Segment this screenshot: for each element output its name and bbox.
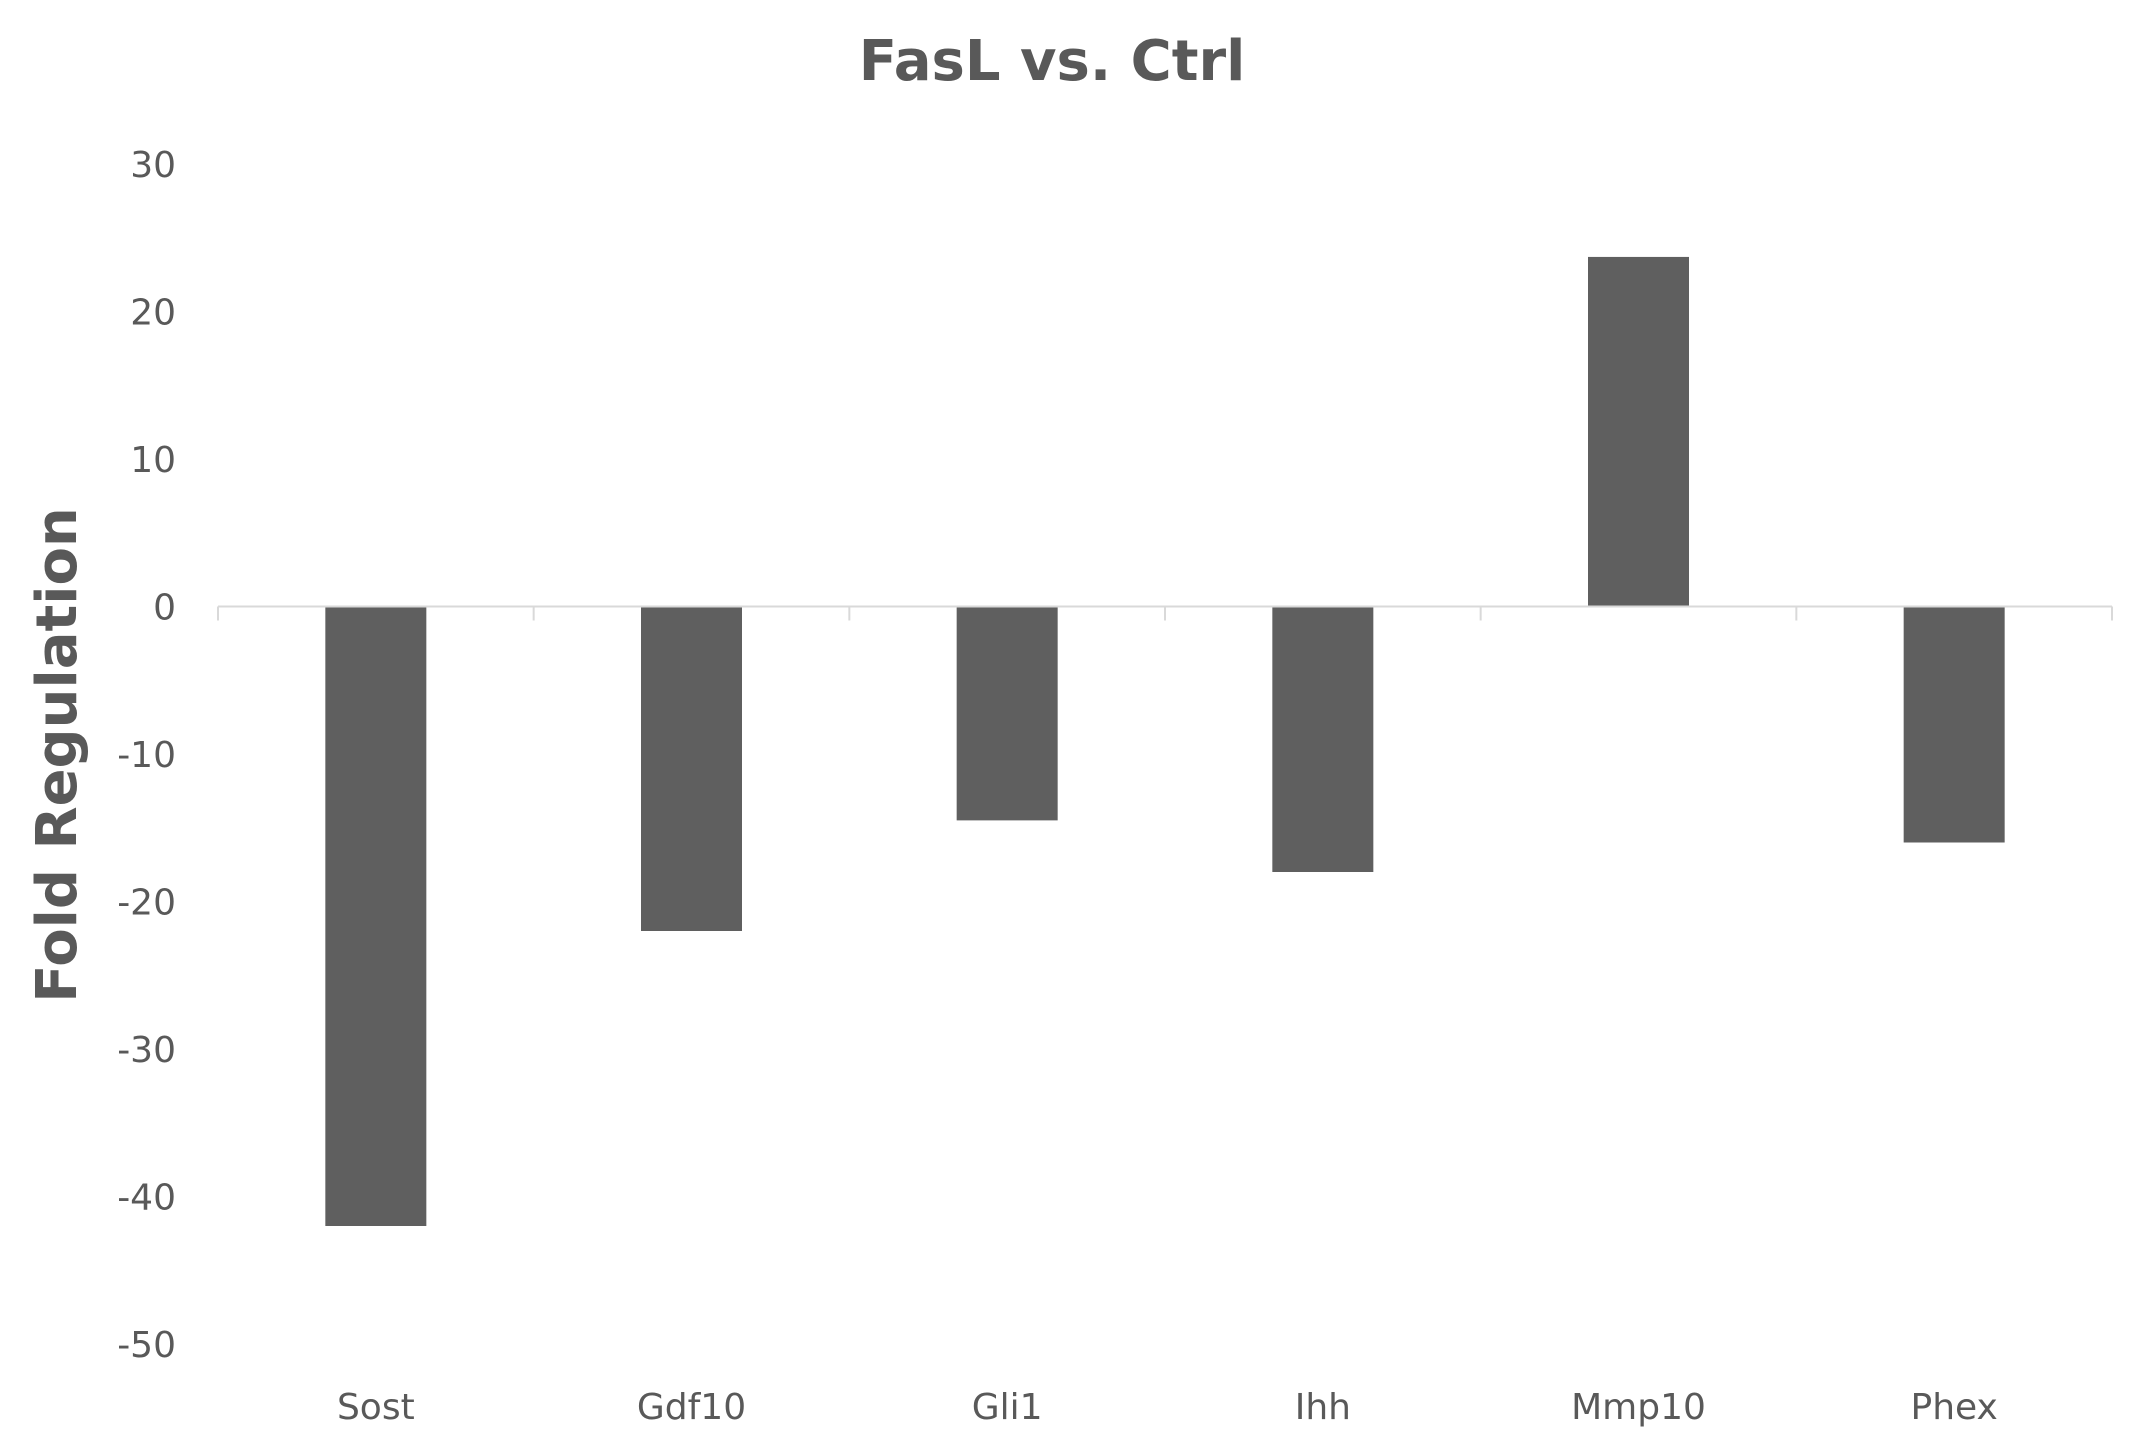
bar-gli1 [956,606,1058,821]
x-tick-label: Gdf10 [637,1387,746,1428]
bar-sost [325,606,427,1226]
y-tick-label: -40 [117,1178,176,1219]
x-tick-label: Mmp10 [1571,1387,1706,1428]
y-tick-label: 30 [130,145,176,186]
x-tick-label: Phex [1910,1387,1997,1428]
y-axis-label: Fold Regulation [25,507,90,1003]
plot-area: 30 20 10 0 -10 -20 -30 -40 -50 Sost Gdf10 Gli1 Ihh Mm… [117,145,2113,1428]
y-tick-label: 0 [153,588,176,629]
x-tick-label: Sost [337,1387,415,1428]
bar-phex [1903,606,2005,843]
y-tick-label: -50 [117,1325,176,1366]
y-tick-label: -30 [117,1030,176,1071]
y-tick-label: -10 [117,735,176,776]
y-tick-label: 20 [130,293,176,334]
x-tick-label: Gli1 [972,1387,1043,1428]
bar-gdf10 [641,606,742,931]
y-tick-label: -20 [117,883,176,924]
x-tick-label: Ihh [1295,1387,1351,1428]
chart-title: FasL vs. Ctrl [859,29,1246,94]
y-tick-label: 10 [130,440,176,481]
bar-mmp10 [1588,256,1689,607]
bar-ihh [1272,606,1374,872]
